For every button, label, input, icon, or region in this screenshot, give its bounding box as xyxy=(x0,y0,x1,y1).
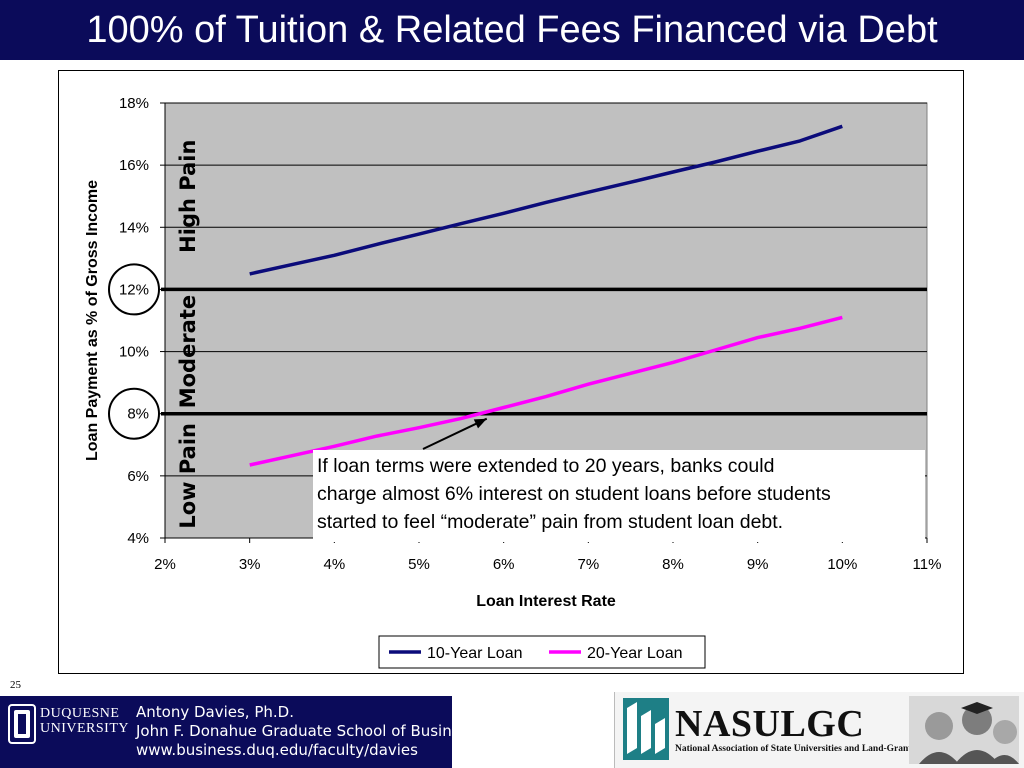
y-tick-label: 14% xyxy=(119,219,149,236)
annotation-text-line: If loan terms were extended to 20 years,… xyxy=(317,455,774,477)
zone-label-low-pain: Low Pain xyxy=(176,423,200,529)
x-axis-title: Loan Interest Rate xyxy=(476,593,616,610)
chart-svg: 4% 6% 8% 10% 12% 14% 16% 18% 2% 3% 4% 5% 6% 7% 8% 9% 10%… xyxy=(84,95,942,669)
footer-duquesne: DUQUESNE UNIVERSITY Antony Davies, Ph.D.… xyxy=(0,696,477,768)
x-tick-label: 8% xyxy=(662,556,684,573)
author-name: Antony Davies, Ph.D. xyxy=(136,703,294,721)
footer-nasulgc: NASULGC National Association of State Un… xyxy=(614,692,1024,768)
duquesne-logo-icon xyxy=(8,704,36,744)
annotation-background xyxy=(313,450,925,542)
tick-highlight-circle xyxy=(108,387,160,440)
x-tick-label: 4% xyxy=(323,556,345,573)
y-tick-label: 8% xyxy=(127,406,149,423)
zone-label-moderate: Moderate xyxy=(176,295,200,408)
school-name: John F. Donahue Graduate School of Busin… xyxy=(136,722,477,740)
zone-label-high-pain: High Pain xyxy=(176,140,200,253)
legend-label: 10-Year Loan xyxy=(427,645,523,662)
x-tick-label: 6% xyxy=(493,556,515,573)
slide-title-bar: 100% of Tuition & Related Fees Financed … xyxy=(0,0,1024,60)
x-tick-label: 9% xyxy=(747,556,769,573)
chart-frame: 4% 6% 8% 10% 12% 14% 16% 18% 2% 3% 4% 5% 6% 7% 8% 9% 10%… xyxy=(58,70,964,674)
x-tick-label: 11% xyxy=(913,556,942,573)
series-line-10-year xyxy=(249,124,843,276)
legend-label: 20-Year Loan xyxy=(587,645,683,662)
graduates-photo-icon xyxy=(909,696,1019,764)
legend-box xyxy=(378,635,706,669)
nasulgc-full-name: National Association of State Universiti… xyxy=(675,744,948,754)
y-tick-label: 16% xyxy=(119,157,149,174)
y-tick-label: 18% xyxy=(119,95,149,112)
y-tick-label: 10% xyxy=(119,344,149,361)
nasulgc-logo-icon xyxy=(623,698,669,760)
author-block: Antony Davies, Ph.D. John F. Donahue Gra… xyxy=(136,703,477,760)
x-tick-label: 2% xyxy=(154,556,176,573)
page-number: 25 xyxy=(10,679,21,691)
y-tick-label: 4% xyxy=(127,530,149,547)
slide-title: 100% of Tuition & Related Fees Financed … xyxy=(86,8,938,51)
university-name: DUQUESNE UNIVERSITY xyxy=(40,706,129,736)
series-line-20-year xyxy=(249,315,843,467)
x-tick-label: 3% xyxy=(239,556,261,573)
website-link[interactable]: www.business.duq.edu/faculty/davies xyxy=(136,741,418,759)
annotation-text-line: started to feel “moderate” pain from stu… xyxy=(317,511,783,533)
nasulgc-acronym: NASULGC xyxy=(675,703,865,745)
x-tick-label: 7% xyxy=(577,556,599,573)
x-tick-label: 10% xyxy=(827,556,857,573)
y-axis-title: Loan Payment as % of Gross Income xyxy=(84,180,101,461)
annotation-text-line: charge almost 6% interest on student loa… xyxy=(317,483,831,505)
annotation-arrow-head xyxy=(473,418,487,429)
y-tick-label: 12% xyxy=(119,281,149,298)
x-tick-label: 5% xyxy=(408,556,430,573)
y-tick-label: 6% xyxy=(127,468,149,485)
tick-highlight-circle xyxy=(108,263,160,316)
